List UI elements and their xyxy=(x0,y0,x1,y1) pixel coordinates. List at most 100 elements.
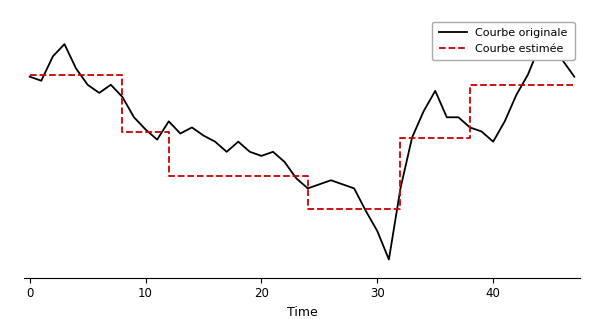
Courbe originale xyxy=(154,138,161,142)
Courbe estimée xyxy=(165,174,172,178)
Courbe originale xyxy=(246,150,254,154)
Courbe originale xyxy=(188,125,196,129)
Courbe originale xyxy=(490,140,497,144)
Courbe estimée xyxy=(223,174,230,178)
Courbe originale xyxy=(408,136,416,139)
Courbe originale xyxy=(165,119,172,123)
Courbe originale xyxy=(107,83,114,87)
Courbe originale xyxy=(96,91,103,95)
Courbe originale xyxy=(432,89,439,93)
Courbe originale xyxy=(49,55,56,58)
Courbe originale xyxy=(466,125,474,129)
Courbe estimée xyxy=(177,174,184,178)
Courbe originale xyxy=(304,187,312,190)
Courbe estimée xyxy=(84,73,91,77)
Courbe estimée xyxy=(130,130,138,133)
Courbe estimée xyxy=(512,83,520,87)
Courbe originale xyxy=(397,187,404,190)
Courbe originale xyxy=(570,75,578,78)
Courbe estimée xyxy=(524,83,532,87)
Courbe originale xyxy=(212,140,219,144)
Courbe originale xyxy=(362,209,370,213)
Courbe estimée xyxy=(490,83,497,87)
Courbe estimée xyxy=(466,83,474,87)
Courbe estimée xyxy=(536,83,543,87)
Courbe originale xyxy=(234,140,242,144)
Courbe estimée xyxy=(374,207,381,211)
Courbe estimée xyxy=(154,130,161,133)
Courbe estimée xyxy=(258,174,265,178)
Courbe originale xyxy=(119,95,126,99)
Courbe originale xyxy=(350,187,358,190)
Courbe originale xyxy=(72,67,80,70)
Courbe estimée xyxy=(548,83,555,87)
Courbe originale xyxy=(142,128,149,131)
Courbe estimée xyxy=(316,207,323,211)
Courbe estimée xyxy=(408,136,416,139)
Courbe estimée xyxy=(212,174,219,178)
Legend: Courbe originale, Courbe estimée: Courbe originale, Courbe estimée xyxy=(432,21,575,60)
Courbe originale xyxy=(512,93,520,97)
Courbe estimée xyxy=(304,207,312,211)
Courbe originale xyxy=(130,115,138,119)
Courbe originale xyxy=(443,115,450,119)
Courbe originale xyxy=(38,79,45,83)
Courbe estimée xyxy=(292,174,300,178)
Courbe originale xyxy=(270,150,277,154)
Courbe estimée xyxy=(107,73,114,77)
Courbe originale xyxy=(455,115,462,119)
Courbe estimée xyxy=(327,207,334,211)
Courbe estimée xyxy=(350,207,358,211)
Courbe estimée xyxy=(61,73,68,77)
Courbe estimée xyxy=(478,83,485,87)
Courbe originale xyxy=(536,44,543,48)
Courbe estimée xyxy=(234,174,242,178)
Courbe originale xyxy=(258,154,265,158)
Courbe originale xyxy=(61,42,68,46)
Courbe originale xyxy=(478,130,485,133)
Courbe originale xyxy=(548,32,555,36)
Courbe estimée xyxy=(119,130,126,133)
Courbe originale xyxy=(339,182,346,186)
Courbe originale xyxy=(524,73,532,77)
Courbe estimée xyxy=(339,207,346,211)
Courbe estimée xyxy=(26,73,33,77)
Courbe originale xyxy=(559,58,566,62)
Line: Courbe originale: Courbe originale xyxy=(30,34,574,259)
Courbe estimée xyxy=(38,73,45,77)
Courbe estimée xyxy=(72,73,80,77)
Courbe originale xyxy=(327,178,334,182)
Courbe originale xyxy=(200,134,207,137)
Courbe estimée xyxy=(142,130,149,133)
Courbe originale xyxy=(316,182,323,186)
Courbe estimée xyxy=(200,174,207,178)
X-axis label: Time: Time xyxy=(286,306,318,319)
Courbe originale xyxy=(292,176,300,180)
Courbe originale xyxy=(281,160,288,164)
Courbe estimée xyxy=(281,174,288,178)
Courbe originale xyxy=(420,109,427,113)
Courbe estimée xyxy=(188,174,196,178)
Courbe estimée xyxy=(559,83,566,87)
Courbe estimée xyxy=(570,83,578,87)
Courbe estimée xyxy=(455,136,462,139)
Courbe estimée xyxy=(49,73,56,77)
Courbe originale xyxy=(385,257,392,261)
Courbe originale xyxy=(223,150,230,154)
Courbe originale xyxy=(374,229,381,233)
Courbe estimée xyxy=(397,136,404,139)
Courbe estimée xyxy=(501,83,508,87)
Courbe originale xyxy=(177,132,184,136)
Courbe estimée xyxy=(270,174,277,178)
Courbe estimée xyxy=(432,136,439,139)
Courbe originale xyxy=(26,75,33,78)
Line: Courbe estimée: Courbe estimée xyxy=(30,75,574,209)
Courbe estimée xyxy=(420,136,427,139)
Courbe estimée xyxy=(246,174,254,178)
Courbe estimée xyxy=(362,207,370,211)
Courbe estimée xyxy=(443,136,450,139)
Courbe originale xyxy=(501,119,508,123)
Courbe originale xyxy=(84,83,91,87)
Courbe estimée xyxy=(385,207,392,211)
Courbe estimée xyxy=(96,73,103,77)
